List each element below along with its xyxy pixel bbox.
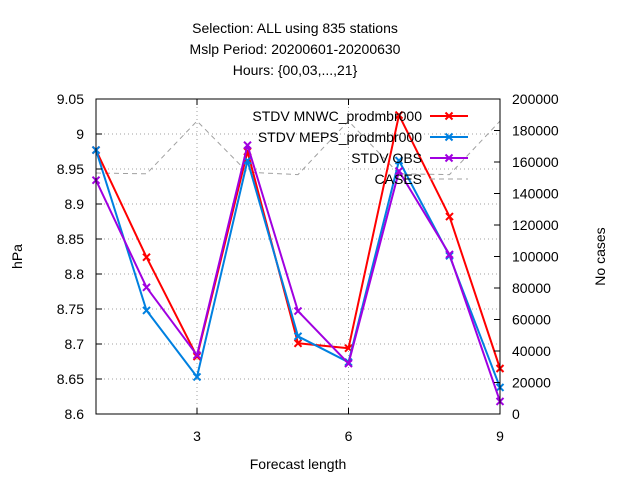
y-tick-label: 9.05 [57,91,84,107]
chart-title-line-2: Mslp Period: 20200601-20200630 [189,41,401,57]
legend: STDV MNWC_prodmbr000 STDV MEPS_prodmbr000… [252,108,468,187]
y2-tick-label: 20000 [512,375,551,391]
legend-label-stdv-obs: STDV OBS [351,150,422,166]
legend-marker-stdv-meps-prodmbr000 [444,132,454,142]
legend-marker-stdv-obs [444,153,454,163]
y-tick-label: 8.7 [65,336,85,352]
data-point-stdv-meps-prodmbr000 [293,332,303,341]
y-tick-label: 9 [76,126,84,142]
y-tick-label: 8.95 [57,161,84,177]
y-tick-label: 8.75 [57,301,84,317]
y2-tick-label: 180000 [512,123,559,139]
series-line-stdv-obs [95,144,501,402]
marker-stroke [445,250,454,259]
y2-tick-label: 200000 [512,91,559,107]
x-tick-label: 3 [193,428,201,444]
y-tick-label: 8.85 [57,231,84,247]
marker-stroke [142,252,151,262]
data-point-stdv-obs [192,350,202,360]
y2-tick-label: 160000 [512,154,559,170]
data-point-stdv-obs [344,359,353,368]
data-point-stdv-mnwc-prodmbr000 [445,212,454,221]
y2-tick-label: 60000 [512,312,551,328]
y2-tick-label: 80000 [512,280,551,296]
legend-label-stdv-mnwc-prodmbr000: STDV MNWC_prodmbr000 [252,108,422,124]
plot-frame [95,98,501,415]
y-tick-label: 8.8 [65,266,85,282]
marker-stroke [142,283,151,292]
axis-ticks: 8.6 8.65 8.7 8.75 8.8 8.85 8.9 8.95 9 9.05 0 20000 4… [57,91,559,444]
y-tick-label: 8.6 [65,406,85,422]
marker-stroke [444,111,454,121]
marker-stroke [394,156,404,165]
cases-series-layer [95,120,501,176]
legend-label-cases: CASES [375,171,422,187]
x-tick-label: 9 [496,428,504,444]
y2-axis-label: No cases [592,227,608,285]
series-line-stdv-meps-prodmbr000 [95,149,501,388]
y-tick-label: 8.65 [57,371,84,387]
y2-tick-label: 100000 [512,249,559,265]
marker-stroke [192,350,202,360]
data-point-stdv-mnwc-prodmbr000 [394,110,404,120]
series-line-stdv-mnwc-prodmbr000 [95,114,501,369]
y-tick-label: 8.9 [65,196,85,212]
marker-stroke [394,110,404,120]
grid [96,99,500,414]
marker-stroke [293,306,303,316]
marker-stroke [142,306,151,315]
data-point-stdv-obs [243,140,252,150]
series-line-cases [95,120,501,176]
marker-stroke [293,339,303,348]
marker-stroke [444,132,454,142]
data-point-stdv-mnwc-prodmbr000 [293,339,303,348]
chart-title-line-1: Selection: ALL using 835 stations [192,20,398,36]
marker-stroke [243,156,252,165]
marker-stroke [344,359,353,368]
series-layer [91,110,505,406]
data-point-stdv-meps-prodmbr000 [142,306,151,315]
y2-tick-label: 140000 [512,186,559,202]
legend-marker-stdv-mnwc-prodmbr000 [444,111,454,121]
marker-stroke [344,343,353,353]
data-point-stdv-obs [142,283,151,292]
data-point-stdv-meps-prodmbr000 [394,156,404,165]
marker-stroke [445,212,454,221]
marker-stroke [394,166,404,176]
data-point-stdv-meps-prodmbr000 [192,372,202,382]
data-point-stdv-obs [394,166,404,176]
y2-tick-label: 120000 [512,217,559,233]
data-point-stdv-mnwc-prodmbr000 [142,252,151,262]
marker-stroke [444,153,454,163]
marker-stroke [243,140,252,150]
marker-stroke [192,372,202,382]
data-point-stdv-obs [445,250,454,259]
y2-tick-label: 40000 [512,343,551,359]
data-point-stdv-obs [293,306,303,316]
x-tick-label: 6 [345,428,353,444]
y-axis-label: hPa [9,244,25,269]
x-axis-label: Forecast length [250,456,347,472]
chart-title-line-3: Hours: {00,03,...,21} [232,62,358,78]
marker-stroke [293,332,303,341]
y2-tick-label: 0 [512,406,520,422]
legend-label-stdv-meps-prodmbr000: STDV MEPS_prodmbr000 [258,129,422,145]
